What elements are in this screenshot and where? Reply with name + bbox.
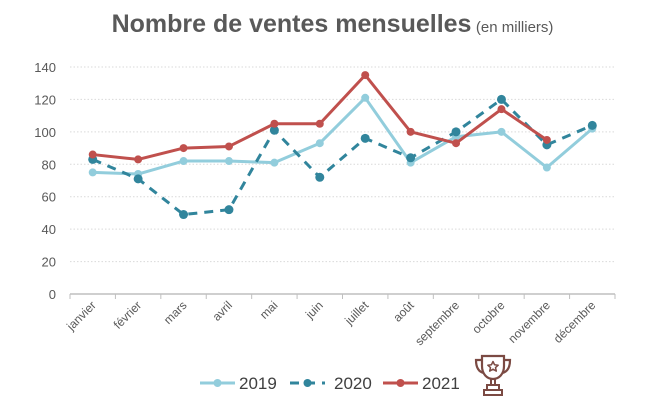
x-tick-label: octobre (469, 298, 507, 336)
data-point (360, 133, 370, 143)
data-point (315, 172, 325, 182)
data-point (587, 120, 597, 130)
series-2020 (88, 94, 597, 220)
series-group (88, 71, 597, 220)
data-point (224, 142, 233, 151)
x-tick-label: juillet (341, 298, 371, 328)
data-point (406, 153, 416, 163)
x-tick-label: mars (161, 298, 190, 327)
series-line-2019 (92, 96, 594, 176)
x-tick-label: février (111, 298, 144, 331)
legend-marker (303, 379, 312, 387)
series-2019 (88, 93, 597, 179)
data-point (179, 210, 189, 220)
legend-item-2020: 2020 (290, 374, 372, 393)
data-point (179, 144, 188, 153)
data-point (88, 168, 97, 177)
legend-label: 2019 (239, 374, 277, 393)
legend: 2019 2020 2021 (200, 374, 460, 393)
chart-title: Nombre de ventes mensuelles (en milliers… (0, 10, 665, 39)
series-line-2020 (92, 97, 593, 217)
gridlines (70, 66, 615, 263)
data-point (361, 93, 370, 102)
data-point (542, 135, 551, 144)
legend-label: 2021 (422, 374, 460, 393)
legend-marker (396, 379, 405, 387)
trophy-icon (474, 354, 512, 396)
data-point (406, 127, 415, 136)
legend-item-2019: 2019 (200, 374, 277, 393)
legend-item-2021: 2021 (383, 374, 460, 393)
x-tick-label: août (390, 298, 417, 325)
data-point (224, 157, 233, 166)
data-point (452, 139, 461, 148)
y-tick-label: 120 (34, 92, 56, 107)
data-point (88, 150, 97, 159)
chart-title-main: Nombre de ventes mensuelles (111, 10, 472, 38)
x-tick-label: juin (302, 298, 326, 322)
x-tick-label: janvier (63, 298, 99, 334)
data-point (179, 157, 188, 166)
y-tick-label: 40 (42, 222, 56, 237)
x-tick-label: septembre (412, 298, 462, 348)
y-tick-label: 100 (34, 125, 56, 140)
chart-subtitle: (en milliers) (475, 19, 554, 36)
y-axis: 0 20 40 60 80 100 120 140 (34, 60, 56, 302)
x-tick-label: avril (210, 298, 235, 323)
data-point (315, 139, 324, 148)
data-point (497, 127, 506, 136)
data-point (497, 105, 506, 114)
data-point (315, 119, 324, 128)
data-point (270, 119, 279, 128)
legend-label: 2020 (334, 374, 372, 393)
x-tick-label: novembre (505, 298, 553, 346)
x-tick-label: décembre (551, 298, 599, 346)
data-point (496, 94, 506, 104)
y-tick-label: 140 (34, 60, 56, 75)
data-point (133, 174, 143, 184)
legend-marker (213, 379, 222, 387)
x-tick-label: mai (257, 298, 281, 322)
data-point (451, 127, 461, 137)
data-point (224, 205, 234, 215)
data-point (269, 125, 279, 135)
data-point (542, 163, 551, 172)
x-axis: janvier février mars avril mai juin juillet aoû… (63, 293, 616, 348)
data-point (134, 155, 143, 164)
y-tick-label: 20 (42, 255, 56, 270)
y-tick-label: 80 (42, 157, 56, 172)
y-tick-label: 0 (49, 287, 56, 302)
data-point (361, 71, 370, 80)
y-tick-label: 60 (42, 190, 56, 205)
series-2021 (88, 71, 551, 164)
data-point (270, 158, 279, 167)
